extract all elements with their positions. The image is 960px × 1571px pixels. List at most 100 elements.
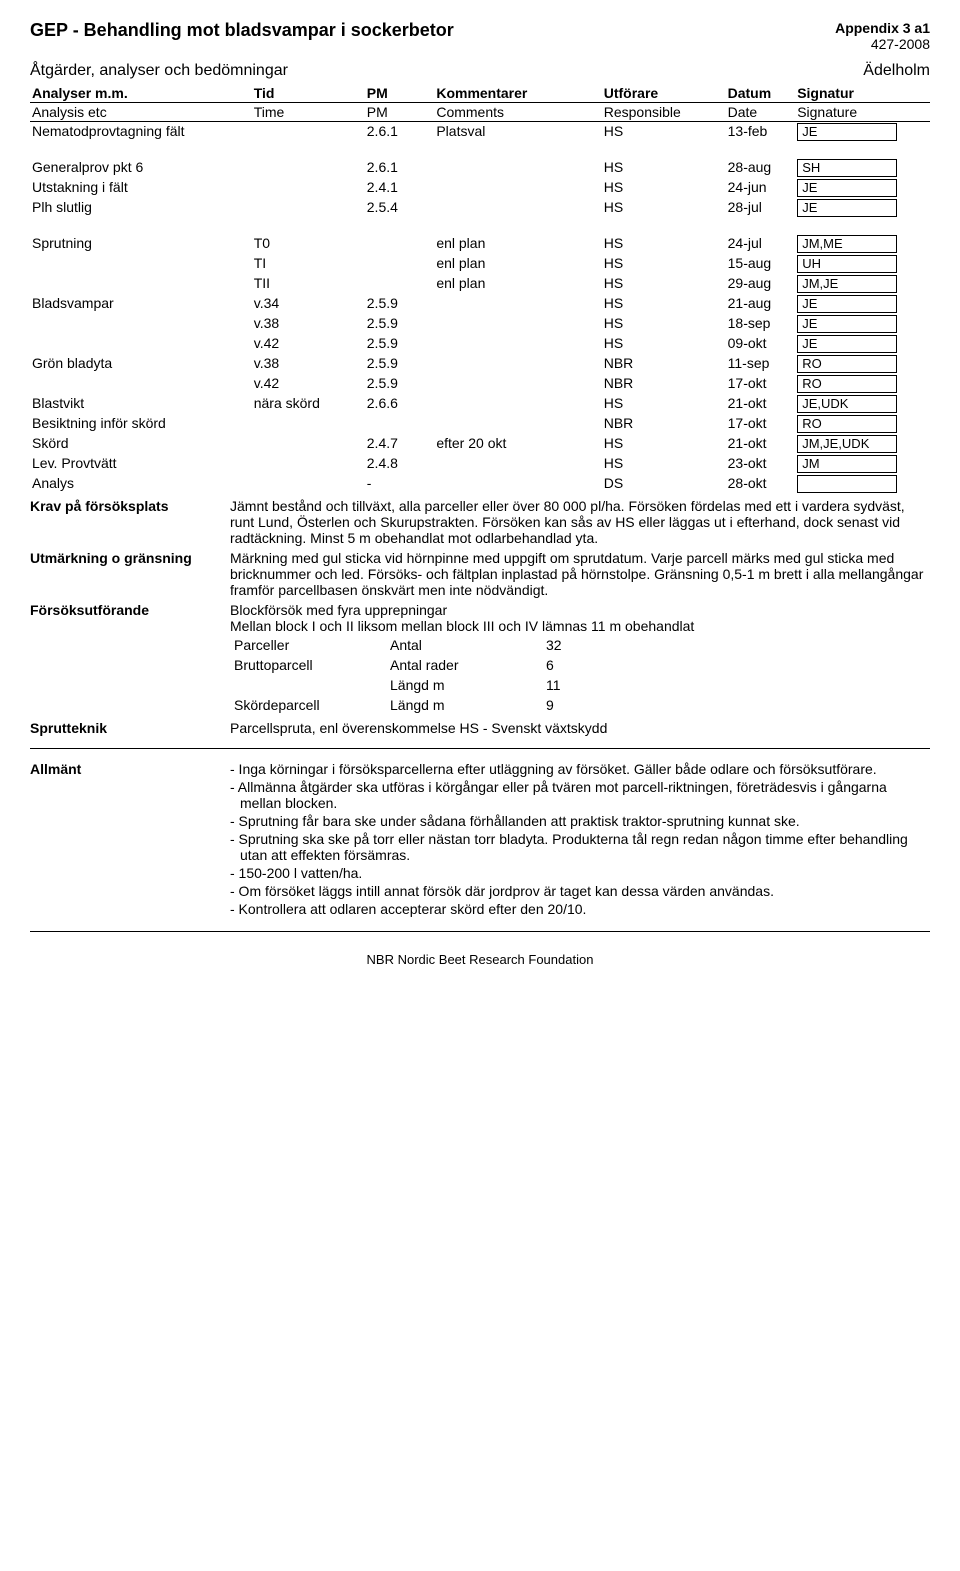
cell-e: HS <box>602 158 726 178</box>
table-header-row-2: Analysis etc Time PM Comments Responsibl… <box>30 103 930 122</box>
allmant-item: - Om försöket läggs intill annat försök … <box>230 883 930 899</box>
cell-signature: SH <box>795 158 930 178</box>
cell-b: TII <box>252 274 365 294</box>
th-time: Time <box>252 103 365 122</box>
fu-c: 11 <box>544 676 564 694</box>
page-header: GEP - Behandling mot bladsvampar i socke… <box>30 20 930 52</box>
cell-signature: JM,JE <box>795 274 930 294</box>
signature-box: RO <box>797 375 897 393</box>
cell-d: enl plan <box>434 254 601 274</box>
sp-text: Parcellspruta, enl överenskommelse HS - … <box>230 720 930 736</box>
cell-b: TI <box>252 254 365 274</box>
cell-d <box>434 454 601 474</box>
location: Ädelholm <box>863 62 930 80</box>
th-analyser: Analyser m.m. <box>30 84 252 103</box>
cell-c <box>365 254 435 274</box>
fu-b: Antal <box>388 636 542 654</box>
cell-d <box>434 474 601 494</box>
cell-signature: JM <box>795 454 930 474</box>
cell-signature: JE <box>795 314 930 334</box>
cell-b: v.38 <box>252 354 365 374</box>
doc-title: GEP - Behandling mot bladsvampar i socke… <box>30 20 454 41</box>
cell-signature: JM,ME <box>795 234 930 254</box>
cell-e: HS <box>602 254 726 274</box>
th-responsible: Responsible <box>602 103 726 122</box>
subtitle: Åtgärder, analyser och bedömningar <box>30 62 288 80</box>
signature-box <box>797 475 897 493</box>
krav-text: Jämnt bestånd och tillväxt, alla parcell… <box>230 498 930 546</box>
fu-b: Längd m <box>388 696 542 714</box>
signature-box: JE <box>797 123 897 141</box>
signature-box: RO <box>797 355 897 373</box>
cell-b: v.38 <box>252 314 365 334</box>
table-row: TIIenl planHS29-augJM,JE <box>30 274 930 294</box>
cell-c: 2.6.1 <box>365 122 435 143</box>
signature-box: SH <box>797 159 897 177</box>
cell-a: Plh slutlig <box>30 198 252 218</box>
cell-e: HS <box>602 198 726 218</box>
cell-e: HS <box>602 178 726 198</box>
cell-f: 28-okt <box>726 474 796 494</box>
cell-c: 2.4.7 <box>365 434 435 454</box>
cell-b <box>252 454 365 474</box>
th-analysis: Analysis etc <box>30 103 252 122</box>
cell-c <box>365 274 435 294</box>
table-row: Grön bladytav.382.5.9NBR11-sepRO <box>30 354 930 374</box>
cell-a <box>30 314 252 334</box>
cell-a: Utstakning i fält <box>30 178 252 198</box>
signature-box: JE <box>797 335 897 353</box>
allmant-item: - Sprutning ska ske på torr eller nästan… <box>230 831 930 863</box>
cell-signature: RO <box>795 354 930 374</box>
cell-c: 2.5.9 <box>365 314 435 334</box>
cell-signature: RO <box>795 414 930 434</box>
subtitle-row: Åtgärder, analyser och bedömningar Ädelh… <box>30 62 930 80</box>
table-row: Generalprov pkt 62.6.1HS28-augSH <box>30 158 930 178</box>
cell-c <box>365 234 435 254</box>
utm-label: Utmärkning o gränsning <box>30 550 230 598</box>
cell-f: 11-sep <box>726 354 796 374</box>
cell-b <box>252 474 365 494</box>
allmant-body: - Inga körningar i försöksparcellerna ef… <box>230 761 930 919</box>
cell-a: Skörd <box>30 434 252 454</box>
cell-e: HS <box>602 314 726 334</box>
cell-b: v.42 <box>252 374 365 394</box>
cell-f: 28-aug <box>726 158 796 178</box>
fu-subrow: BruttoparcellAntal rader6 <box>232 656 564 674</box>
cell-a: Lev. Provtvätt <box>30 454 252 474</box>
cell-signature: JE <box>795 122 930 143</box>
doc-meta: Appendix 3 a1 427-2008 <box>835 20 930 52</box>
cell-c: - <box>365 474 435 494</box>
cell-d <box>434 178 601 198</box>
table-row: Utstakning i fält2.4.1HS24-junJE <box>30 178 930 198</box>
cell-e: HS <box>602 294 726 314</box>
cell-d <box>434 394 601 414</box>
cell-d: enl plan <box>434 234 601 254</box>
fu-c: 32 <box>544 636 564 654</box>
cell-c: 2.4.8 <box>365 454 435 474</box>
table-row: Lev. Provtvätt 2.4.8 HS23-oktJM <box>30 454 930 474</box>
th-kommentarer: Kommentarer <box>434 84 601 103</box>
fu-a: Parceller <box>232 636 386 654</box>
table-row: v.382.5.9HS18-sepJE <box>30 314 930 334</box>
doc-code: 427-2008 <box>835 36 930 52</box>
fu-body: Blockförsök med fyra upprepningar Mellan… <box>230 602 930 716</box>
th-utforare: Utförare <box>602 84 726 103</box>
table-row: Nematodprovtagning fält2.6.1PlatsvalHS13… <box>30 122 930 143</box>
cell-b <box>252 414 365 434</box>
divider <box>30 748 930 749</box>
signature-box: JM <box>797 455 897 473</box>
cell-c: 2.5.9 <box>365 294 435 314</box>
divider-2 <box>30 931 930 932</box>
table-row: v.422.5.9NBR17-oktRO <box>30 374 930 394</box>
cell-a: Bladsvampar <box>30 294 252 314</box>
cell-b: nära skörd <box>252 394 365 414</box>
signature-box: JE <box>797 315 897 333</box>
cell-e: HS <box>602 454 726 474</box>
cell-f: 23-okt <box>726 454 796 474</box>
cell-e: NBR <box>602 354 726 374</box>
fu-c: 9 <box>544 696 564 714</box>
cell-signature: UH <box>795 254 930 274</box>
signature-box: JM,ME <box>797 235 897 253</box>
allmant-label: Allmänt <box>30 761 230 919</box>
cell-e: NBR <box>602 414 726 434</box>
